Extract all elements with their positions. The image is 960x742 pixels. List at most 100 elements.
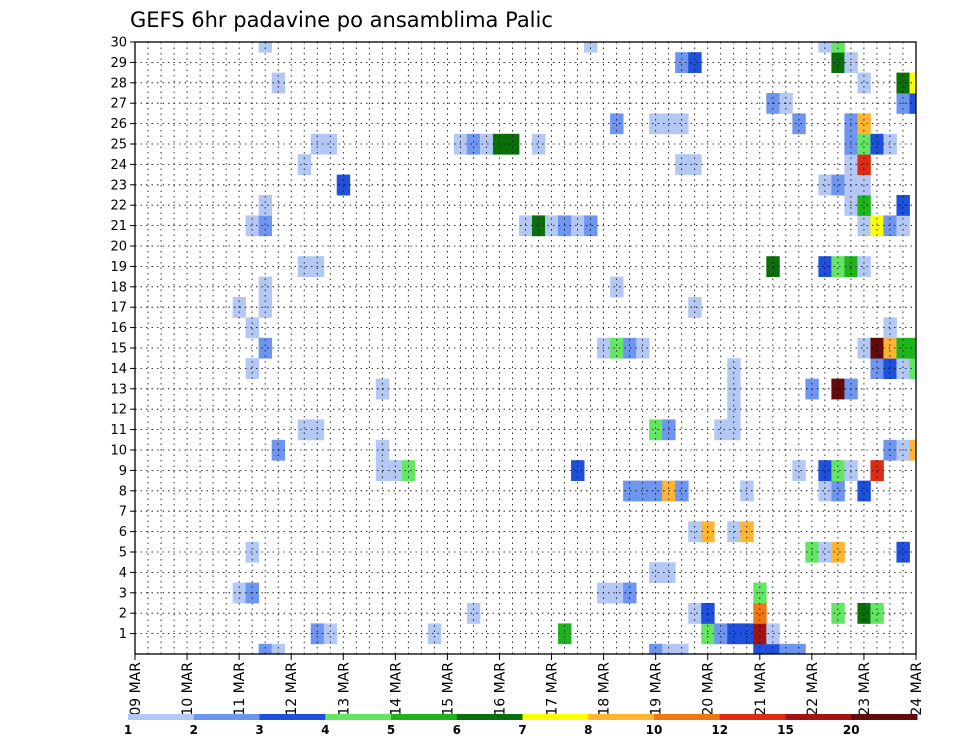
heatmap-cell	[883, 215, 897, 237]
y-tick-label: 19	[110, 260, 127, 275]
heatmap-cell	[857, 154, 871, 175]
heatmap-cells	[232, 42, 917, 655]
y-tick-label: 1	[119, 627, 127, 642]
heatmap-cell	[649, 419, 663, 441]
y-tick-label: 10	[110, 444, 127, 459]
heatmap-cell	[532, 133, 546, 155]
y-tick-label: 28	[110, 76, 127, 91]
heatmap-cell	[532, 215, 546, 237]
heatmap-cell	[610, 337, 624, 359]
heatmap-cell	[896, 72, 910, 94]
heatmap-cell	[753, 643, 767, 655]
heatmap-cell	[870, 337, 884, 359]
x-tick-label: 13 MAR	[336, 662, 352, 716]
heatmap-cell	[571, 460, 585, 481]
heatmap-cell	[466, 603, 481, 624]
y-tick-label: 30	[110, 36, 127, 51]
heatmap-cell	[909, 93, 917, 114]
colorbar-label: 1	[124, 723, 132, 737]
heatmap-cell	[818, 42, 832, 53]
heatmap-cell	[727, 358, 741, 379]
heatmap-cell	[909, 72, 917, 94]
colorbar-label: 10	[646, 723, 663, 737]
heatmap-cell	[505, 133, 520, 155]
y-tick-label: 20	[110, 240, 127, 255]
heatmap-cell	[401, 460, 416, 481]
heatmap-cell	[714, 419, 728, 441]
heatmap-cell	[649, 643, 663, 655]
heatmap-cell	[258, 215, 273, 237]
x-tick-label: 16 MAR	[492, 662, 508, 716]
y-tick-label: 22	[110, 199, 127, 214]
heatmap-cell	[818, 541, 832, 563]
heatmap-cell	[258, 195, 273, 216]
heatmap-cell	[792, 113, 806, 135]
colorbar-label: 2	[190, 723, 198, 737]
heatmap-cell	[258, 42, 273, 53]
heatmap-cell	[584, 42, 598, 53]
heatmap-cell	[675, 52, 689, 73]
x-tick-label: 23 MAR	[857, 662, 873, 716]
heatmap-cell	[870, 460, 884, 481]
y-tick-label: 24	[110, 158, 127, 173]
heatmap-cell	[323, 623, 338, 645]
colorbar-label: 3	[255, 723, 263, 737]
heatmap-cell	[245, 541, 260, 563]
chart-title: GEFS 6hr padavine po ansamblima Palic	[130, 8, 553, 32]
heatmap-cell	[896, 215, 910, 237]
colorbar-segment	[654, 714, 721, 720]
colorbar-label: 7	[518, 723, 526, 737]
y-tick-label: 16	[110, 321, 127, 336]
heatmap-cell	[649, 562, 663, 583]
heatmap-cell	[727, 399, 741, 420]
y-tick-label: 9	[119, 464, 127, 479]
heatmap-cell	[818, 256, 832, 277]
heatmap-cell	[818, 460, 832, 481]
x-tick-label: 14 MAR	[388, 662, 404, 716]
y-tick-label: 27	[110, 97, 127, 112]
heatmap-cell	[766, 643, 780, 655]
heatmap-cell	[753, 623, 767, 645]
heatmap-cell	[831, 42, 845, 53]
heatmap-cell	[831, 460, 845, 481]
y-tick-label: 5	[119, 546, 127, 561]
heatmap-cell	[245, 358, 260, 379]
heatmap-cell	[245, 215, 260, 237]
x-tick-label: 12 MAR	[284, 662, 300, 716]
heatmap-cell	[258, 337, 273, 359]
y-tick-label: 25	[110, 138, 127, 153]
heatmap-cell	[258, 276, 273, 298]
y-tick-label: 4	[119, 566, 127, 581]
colorbar-segment	[391, 714, 458, 720]
heatmap-cell	[675, 154, 689, 175]
heatmap-cell	[896, 541, 910, 563]
heatmap-cell	[649, 113, 663, 135]
y-tick-label: 2	[119, 607, 127, 622]
heatmap-cell	[662, 643, 676, 655]
y-tick-label: 11	[110, 423, 127, 438]
y-tick-label: 14	[110, 362, 127, 377]
colorbar-label: 8	[584, 723, 592, 737]
heatmap-cell	[870, 603, 884, 624]
heatmap-cell	[857, 256, 871, 277]
x-tick-label: 10 MAR	[180, 662, 196, 716]
x-tick-label: 19 MAR	[649, 662, 665, 716]
heatmap-cell	[792, 460, 806, 481]
heatmap-cell	[727, 623, 741, 645]
y-tick-label: 23	[110, 178, 127, 193]
heatmap-cell	[297, 419, 312, 441]
heatmap-cell	[297, 154, 312, 175]
colorbar-label: 6	[453, 723, 461, 737]
heatmap-cell	[623, 337, 637, 359]
heatmap-cell	[427, 623, 442, 645]
heatmap-cell	[479, 133, 494, 155]
heatmap-cell	[909, 439, 917, 461]
heatmap-cell	[818, 480, 832, 502]
heatmap-cell	[675, 480, 689, 502]
heatmap-cell	[323, 133, 338, 155]
heatmap-cell	[857, 215, 871, 237]
heatmap-cell	[466, 133, 481, 155]
y-tick-label: 7	[119, 505, 127, 520]
heatmap-cell	[870, 358, 884, 379]
